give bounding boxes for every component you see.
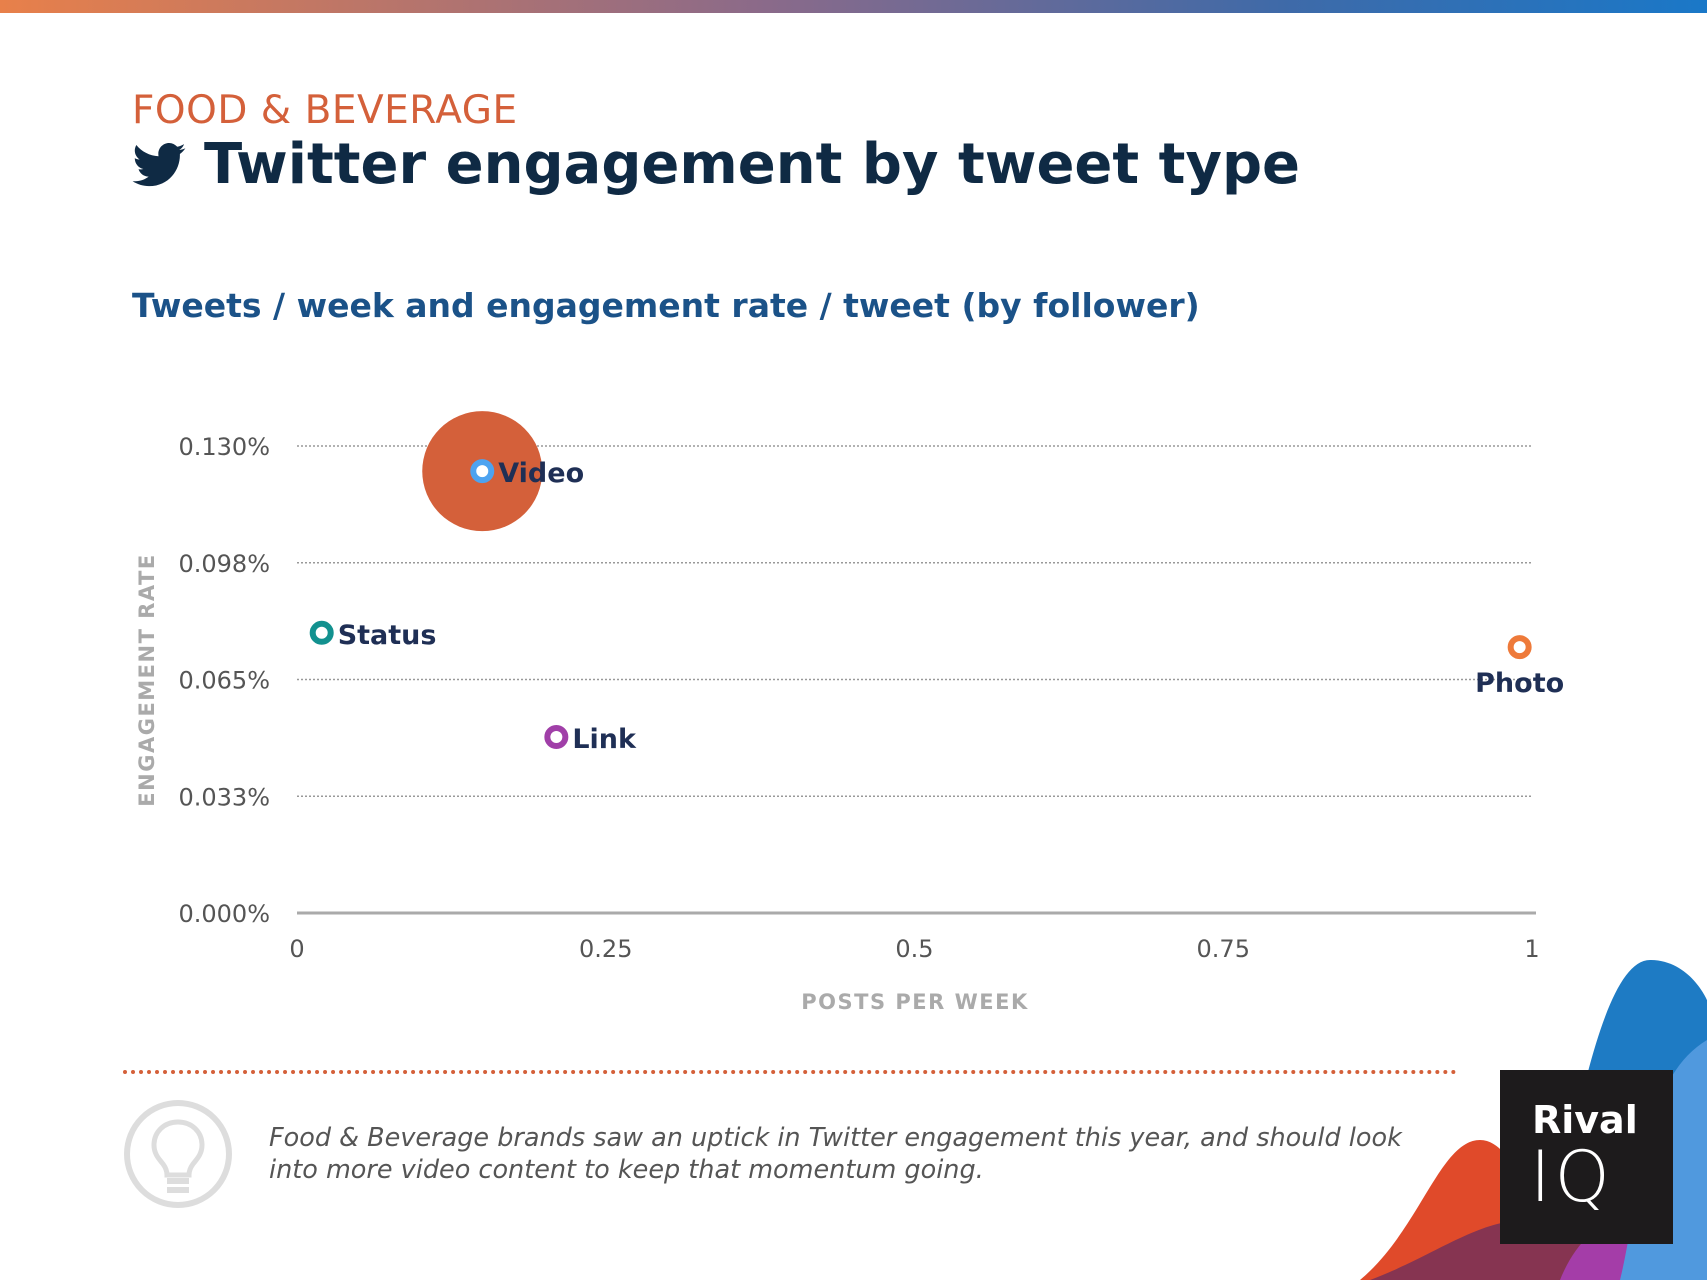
- x-tick-label: 0: [289, 935, 304, 963]
- data-label: Status: [338, 620, 437, 651]
- data-point-link: [544, 724, 569, 749]
- data-point-video: [470, 459, 495, 484]
- insight-note: Food & Beverage brands saw an uptick in …: [269, 1123, 1402, 1185]
- y-tick-label: 0.098%: [178, 550, 270, 578]
- data-label: Link: [572, 724, 637, 755]
- rival-iq-logo: Rival IQ: [1500, 1070, 1673, 1244]
- x-tick-label: 0.5: [895, 935, 933, 963]
- divider: [123, 1070, 1457, 1074]
- scatter-chart: 0.000% 0.033% 0.065% 0.098% 0.130% 0 0.25 0.5 0…: [135, 411, 1564, 1014]
- data-point-photo: [1507, 635, 1532, 660]
- data-point-status: [309, 620, 334, 645]
- x-tick-label: 0.75: [1197, 935, 1250, 963]
- page-title: Twitter engagement by tweet type: [132, 132, 1300, 197]
- category-kicker: FOOD & BEVERAGE: [132, 88, 518, 133]
- logo-rival: Rival: [1532, 1098, 1638, 1142]
- data-label: Video: [498, 458, 584, 489]
- x-tick-label: 0.25: [579, 935, 632, 963]
- logo-iq: IQ: [1530, 1136, 1614, 1218]
- y-tick-label: 0.000%: [178, 900, 270, 928]
- y-tick-label: 0.130%: [178, 433, 270, 461]
- y-axis-title: ENGAGEMENT RATE: [135, 553, 159, 806]
- title-text: Twitter engagement by tweet type: [204, 132, 1301, 197]
- x-axis-title: POSTS PER WEEK: [801, 990, 1028, 1014]
- data-label: Photo: [1475, 668, 1564, 699]
- lightbulb-icon: [124, 1100, 232, 1208]
- chart-subtitle: Tweets / week and engagement rate / twee…: [132, 286, 1200, 325]
- top-gradient-bar: [0, 0, 1707, 13]
- y-tick-label: 0.065%: [178, 667, 270, 695]
- twitter-bird-icon: [132, 142, 186, 186]
- y-tick-label: 0.033%: [178, 783, 270, 811]
- x-tick-label: 1: [1524, 935, 1539, 963]
